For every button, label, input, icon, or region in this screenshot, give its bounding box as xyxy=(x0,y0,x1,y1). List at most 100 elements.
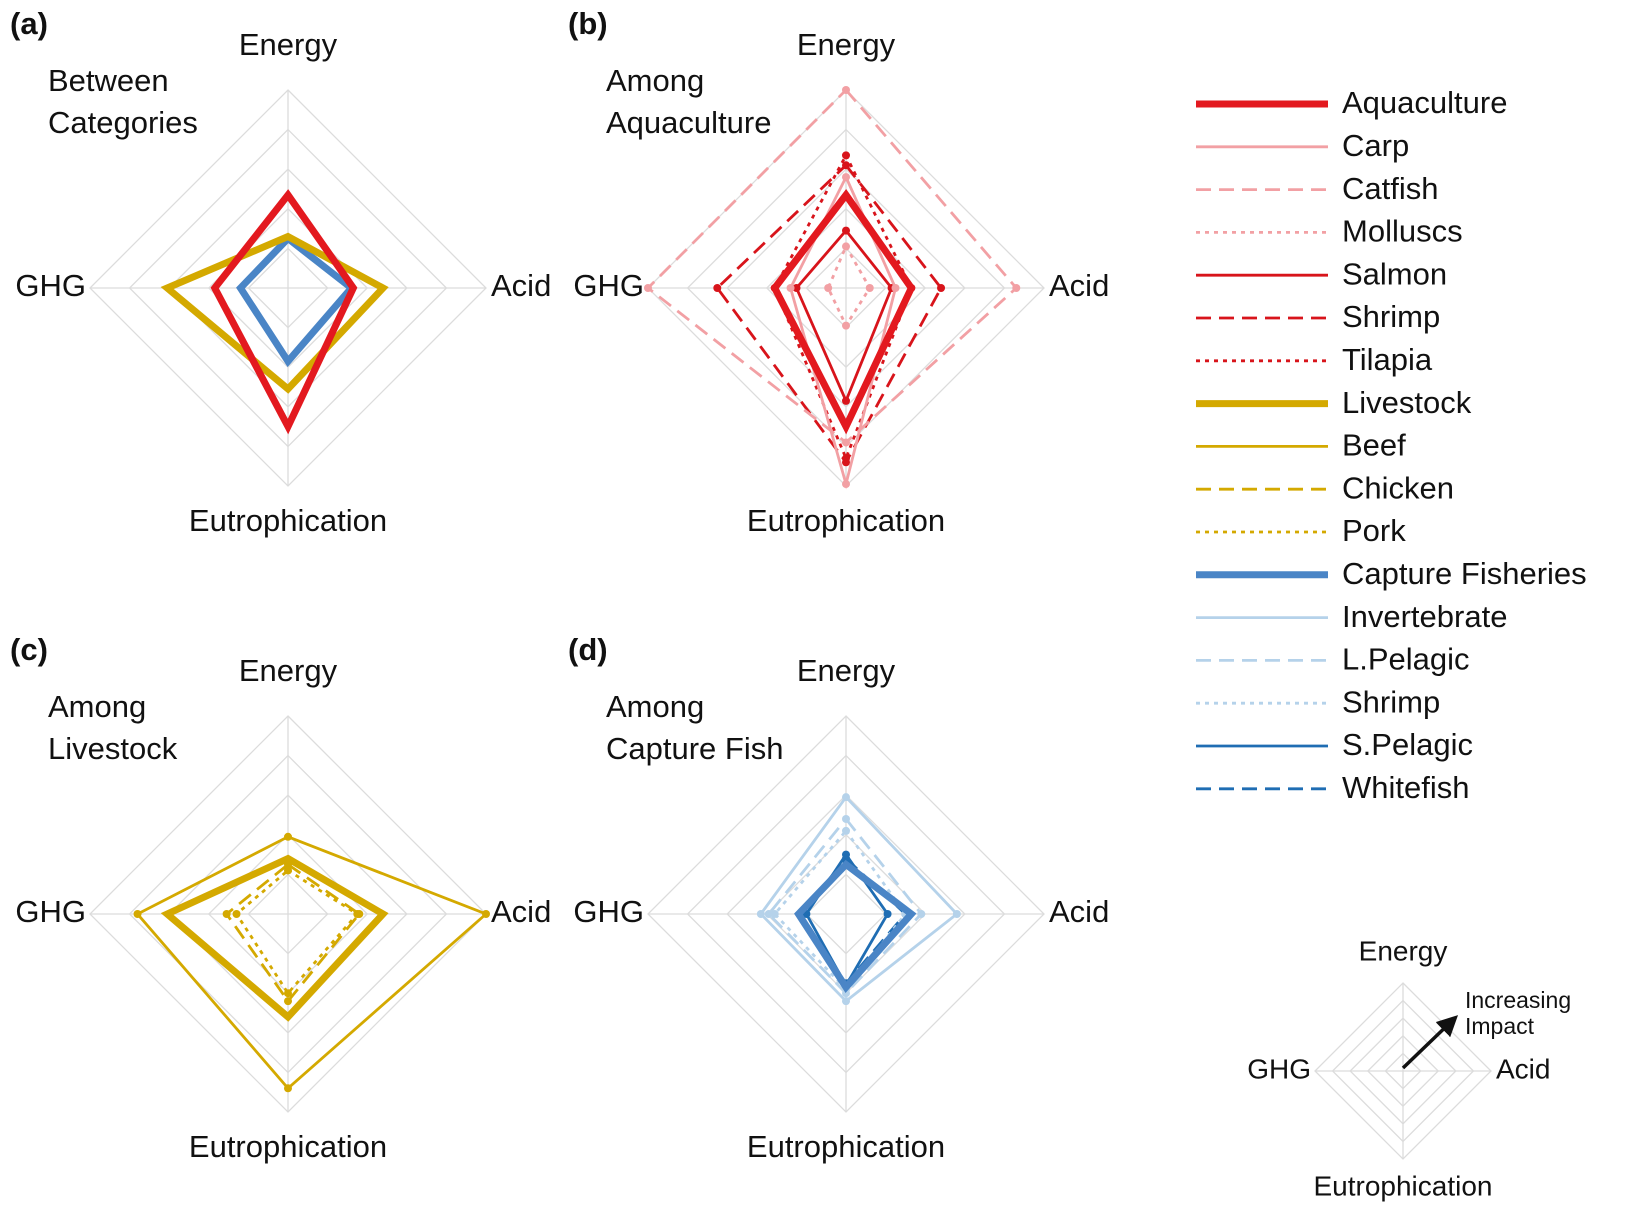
panel-subtitle: Categories xyxy=(48,105,198,140)
series-shape xyxy=(236,233,357,368)
axis-label: Energy xyxy=(1359,935,1448,966)
axis-label: GHG xyxy=(573,894,644,929)
axis-label: GHG xyxy=(15,894,86,929)
legend-label: Carp xyxy=(1342,128,1409,163)
axis-label: Eutrophication xyxy=(747,1129,945,1164)
vertex-marker xyxy=(786,284,795,292)
annotation: Impact xyxy=(1465,1013,1535,1039)
legend-label: Beef xyxy=(1342,428,1406,463)
vertex-marker xyxy=(842,151,850,160)
vertex-marker xyxy=(842,997,850,1006)
series-shape xyxy=(826,243,872,329)
vertex-marker xyxy=(891,284,900,292)
axis-label: Energy xyxy=(239,653,338,688)
legend-label: Shrimp xyxy=(1342,684,1440,719)
series-shape xyxy=(770,189,916,435)
axis-label: Energy xyxy=(239,27,338,62)
series-shape xyxy=(224,862,362,1004)
vertex-marker xyxy=(284,989,292,998)
panel-subtitle: Livestock xyxy=(48,731,178,766)
vertex-marker xyxy=(842,480,850,489)
impact-arrow xyxy=(1401,1015,1459,1070)
vertex-marker xyxy=(284,1084,292,1093)
vertex-marker xyxy=(713,284,722,292)
vertex-marker xyxy=(756,910,765,918)
panel-label: (d) xyxy=(568,632,608,667)
vertex-marker xyxy=(842,226,850,235)
vertex-marker xyxy=(644,284,652,292)
vertex-marker xyxy=(917,910,926,918)
vertex-marker xyxy=(842,161,850,170)
axis-label: Energy xyxy=(797,653,896,688)
vertex-marker xyxy=(764,910,773,918)
legend-label: Salmon xyxy=(1342,256,1447,291)
axis-label: Acid xyxy=(1049,268,1109,303)
series-shape xyxy=(160,854,389,1022)
vertex-marker xyxy=(284,866,292,875)
legend-label: L.Pelagic xyxy=(1342,642,1470,677)
legend-label: Pork xyxy=(1342,513,1406,548)
axis-label: Acid xyxy=(1496,1053,1550,1084)
axis-label: Acid xyxy=(491,268,551,303)
vertex-marker xyxy=(824,284,833,292)
vertex-marker xyxy=(482,910,490,918)
vertex-marker xyxy=(883,910,892,918)
series-shape xyxy=(798,856,908,986)
vertex-marker xyxy=(284,997,292,1006)
series-shape xyxy=(794,859,917,994)
legend-label: Shrimp xyxy=(1342,299,1440,334)
legend-label: Molluscs xyxy=(1342,214,1463,249)
panel-label: (c) xyxy=(10,632,48,667)
axis-label: Eutrophication xyxy=(189,503,387,538)
panel-label: (b) xyxy=(568,6,608,41)
vertex-marker xyxy=(842,458,850,467)
vertex-marker xyxy=(133,910,142,918)
vertex-marker xyxy=(355,910,364,918)
axis-label: Acid xyxy=(1049,894,1109,929)
vertex-marker xyxy=(842,86,850,94)
vertex-marker xyxy=(842,321,850,330)
series-shape xyxy=(210,189,358,435)
axis-label: GHG xyxy=(15,268,86,303)
vertex-marker xyxy=(222,910,231,918)
vertex-marker xyxy=(770,910,779,918)
vertex-marker xyxy=(842,826,850,835)
legend-label: Aquaculture xyxy=(1342,85,1507,120)
legend-label: Livestock xyxy=(1342,385,1472,420)
vertex-marker xyxy=(952,910,961,918)
legend-label: S.Pelagic xyxy=(1342,727,1473,762)
axis-label: GHG xyxy=(1247,1053,1311,1084)
legend-label: Capture Fisheries xyxy=(1342,556,1587,591)
axis-label: GHG xyxy=(573,268,644,303)
vertex-marker xyxy=(842,438,850,447)
legend-label: Whitefish xyxy=(1342,770,1469,805)
panel-label: (a) xyxy=(10,6,48,41)
vertex-marker xyxy=(842,989,850,998)
panel-subtitle: Among xyxy=(48,689,146,724)
vertex-marker xyxy=(842,242,850,251)
panel-subtitle: Among xyxy=(606,689,704,724)
vertex-marker xyxy=(842,396,850,405)
series-shape xyxy=(160,232,389,394)
vertex-marker xyxy=(842,793,850,802)
axis-label: Eutrophication xyxy=(747,503,945,538)
axis-label: Energy xyxy=(797,27,896,62)
vertex-marker xyxy=(937,284,946,292)
vertex-marker xyxy=(284,832,292,841)
annotation: Increasing xyxy=(1465,987,1571,1013)
vertex-marker xyxy=(842,173,850,182)
axis-label: Eutrophication xyxy=(1313,1170,1492,1201)
vertex-marker xyxy=(842,850,850,859)
vertex-marker xyxy=(792,284,801,292)
legend-label: Tilapia xyxy=(1342,342,1433,377)
legend-label: Catfish xyxy=(1342,171,1438,206)
vertex-marker xyxy=(1012,284,1021,292)
vertex-marker xyxy=(865,284,874,292)
axis-label: Acid xyxy=(491,894,551,929)
vertex-marker xyxy=(232,910,241,918)
legend-label: Invertebrate xyxy=(1342,599,1507,634)
panel-subtitle: Aquaculture xyxy=(606,105,771,140)
panel-subtitle: Capture Fish xyxy=(606,731,783,766)
panel-subtitle: Between xyxy=(48,63,169,98)
